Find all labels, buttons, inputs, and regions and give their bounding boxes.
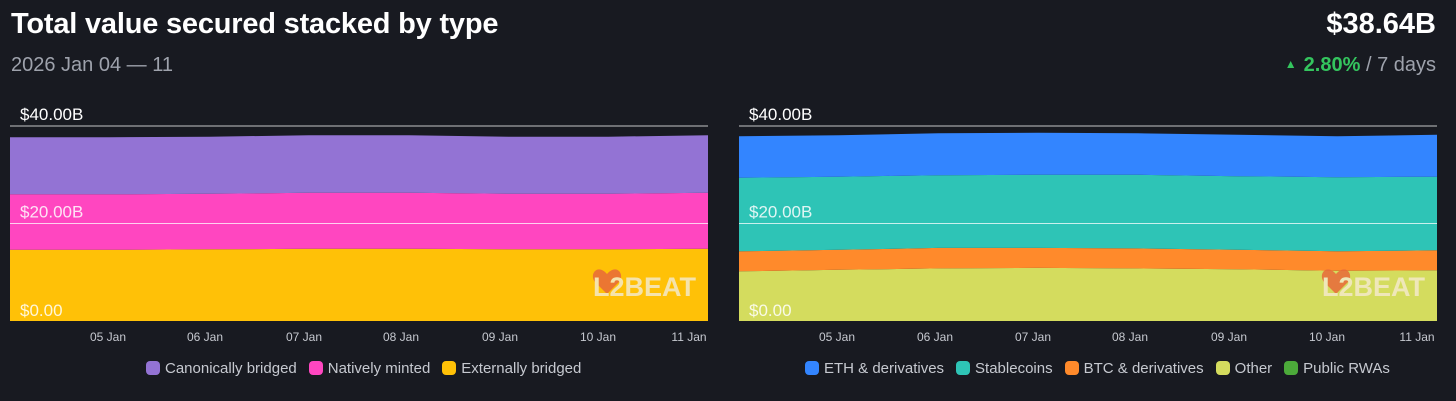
legend-swatch (308, 361, 323, 375)
x-tick-label: 09 Jan (482, 330, 518, 344)
legend-swatch (1215, 361, 1230, 375)
l2beat-logo: L2BEAT (1321, 269, 1426, 302)
change-summary: ▲ 2.80% / 7 days (1285, 54, 1436, 77)
legend-label: ETH & derivatives (824, 359, 945, 377)
x-tick-label: 10 Jan (580, 330, 616, 344)
area-natively-minted (10, 192, 708, 250)
x-tick-label: 08 Jan (383, 330, 419, 344)
total-value: $38.64B (1326, 8, 1436, 40)
y-tick-label: $0.00 (749, 301, 792, 320)
y-tick-label: $20.00B (749, 203, 812, 222)
legend-swatch (442, 361, 457, 375)
area-stablecoins (739, 174, 1437, 252)
area-other (739, 267, 1437, 321)
y-tick-label: $40.00B (749, 105, 812, 124)
legend-left: Canonically bridged Natively minted Extern… (146, 356, 581, 380)
legend-label: Other (1234, 359, 1273, 377)
legend-item[interactable]: Other (1215, 359, 1273, 377)
legend-item[interactable]: Natively minted (308, 359, 431, 377)
x-tick-label: 05 Jan (90, 330, 126, 344)
legend-label: BTC & derivatives (1083, 359, 1204, 377)
area-canonically-bridged (10, 135, 708, 195)
area-externally-bridged (10, 248, 708, 321)
legend-swatch (1064, 361, 1079, 375)
chart-title: Total value secured stacked by type (11, 8, 499, 40)
legend-swatch (1284, 361, 1299, 375)
date-range: 2026 Jan 04 — 11 (11, 54, 173, 76)
legend-item[interactable]: Externally bridged (442, 360, 581, 377)
area-btc-derivatives (739, 247, 1437, 272)
legend-swatch (956, 361, 971, 375)
x-tick-label: 11 Jan (1399, 330, 1434, 344)
x-tick-label: 11 Jan (671, 330, 706, 344)
l2beat-logo: L2BEAT (592, 269, 697, 302)
change-percent: 2.80% (1303, 54, 1361, 76)
chart-panel-0: $0.00 $20.00B $40.00B 05 Jan 06 Jan 07 Jan 08 … (10, 105, 708, 344)
legend-item[interactable]: Stablecoins (956, 360, 1053, 377)
x-tick-label: 07 Jan (286, 330, 322, 344)
legend-swatch (146, 361, 160, 375)
legend-item[interactable]: Canonically bridged (146, 360, 297, 377)
legend-label: Public RWAs (1303, 359, 1390, 377)
x-tick-label: 09 Jan (1211, 330, 1247, 344)
y-tick-label: $20.00B (20, 203, 83, 222)
x-tick-label: 06 Jan (187, 330, 223, 344)
x-tick-label: 05 Jan (819, 330, 855, 344)
y-tick-label: $40.00B (20, 105, 83, 124)
x-tick-label: 08 Jan (1112, 330, 1148, 344)
legend-item[interactable]: BTC & derivatives (1064, 359, 1204, 377)
legend-label: Canonically bridged (165, 359, 297, 377)
legend-item[interactable]: ETH & derivatives (805, 360, 944, 377)
chart-panel-1: $0.00 $20.00B $40.00B 05 Jan 06 Jan 07 Jan 08 … (739, 105, 1437, 344)
trend-up-icon: ▲ (1284, 57, 1297, 71)
legend-label: Externally bridged (461, 359, 582, 377)
legend-item[interactable]: Public RWAs (1284, 360, 1390, 377)
x-tick-label: 07 Jan (1015, 330, 1051, 344)
legend-label: Natively minted (327, 359, 431, 377)
change-period: / 7 days (1365, 54, 1436, 76)
x-tick-label: 06 Jan (917, 330, 953, 344)
legend-swatch (805, 361, 819, 375)
legend-right: ETH & derivatives Stablecoins BTC & deriva… (805, 356, 1390, 380)
watermark-text: L2BEAT (593, 272, 697, 302)
watermark-text: L2BEAT (1322, 272, 1426, 302)
x-tick-label: 10 Jan (1309, 330, 1345, 344)
area-eth-derivatives (739, 132, 1437, 178)
legend-label: Stablecoins (975, 359, 1053, 377)
y-tick-label: $0.00 (20, 301, 63, 320)
